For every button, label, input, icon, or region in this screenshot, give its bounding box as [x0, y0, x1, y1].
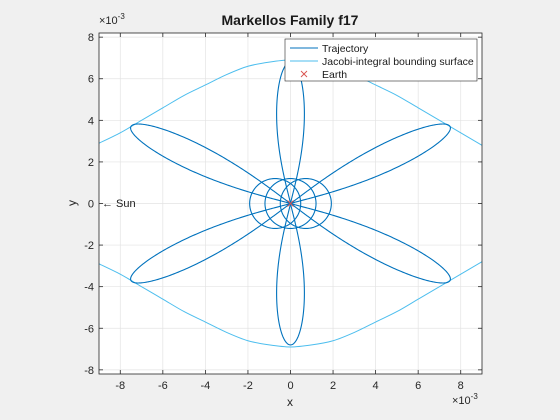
x-tick-label: -2: [243, 380, 253, 392]
y-exponent-base: ×10: [99, 15, 118, 27]
y-tick-label: 6: [88, 74, 94, 86]
x-tick-label: 4: [373, 380, 379, 392]
x-tick-label: 0: [287, 380, 293, 392]
earth-marker: [287, 200, 294, 207]
x-tick-label: 6: [415, 380, 421, 392]
chart-title: Markellos Family f17: [222, 12, 359, 28]
x-exponent-label: ×10-3: [452, 392, 478, 407]
x-tick-label: 8: [458, 380, 464, 392]
svg-text:×10-3: ×10-3: [452, 392, 478, 407]
y-tick-label: -2: [84, 240, 94, 252]
earth-marker-stroke: [287, 200, 294, 207]
legend-box: [284, 38, 478, 82]
legend-bounding-surface-label: Jacobi-integral bounding surface: [322, 56, 474, 68]
svg-text:×10-3: ×10-3: [99, 12, 125, 27]
x-axis-label: x: [287, 395, 293, 409]
x-axis-ticks: -8 -6 -4 -2 0 2 4 6 8: [115, 33, 464, 392]
x-tick-label: 2: [330, 380, 336, 392]
legend-trajectory-label: Trajectory: [322, 43, 369, 55]
y-tick-label: 0: [88, 199, 94, 211]
sun-annotation: ← Sun: [102, 198, 136, 210]
y-axis-label: y: [65, 200, 79, 206]
x-exponent-power: -3: [471, 392, 479, 401]
bounding-surface-lower-curve: [99, 261, 482, 348]
y-tick-label: 2: [88, 157, 94, 169]
y-exponent-label: ×10-3: [99, 12, 125, 27]
legend-earth-label: Earth: [322, 69, 347, 81]
y-tick-label: -4: [84, 282, 94, 294]
y-tick-label: 8: [88, 32, 94, 44]
x-tick-label: -6: [158, 380, 168, 392]
y-exponent-power: -3: [118, 12, 126, 21]
x-tick-label: -8: [115, 380, 125, 392]
y-axis-ticks: -8 -6 -4 -2 0 2 4 6 8: [84, 32, 482, 377]
y-tick-label: -6: [84, 323, 94, 335]
y-tick-label: 4: [88, 115, 94, 127]
legend-earth-swatch: [300, 70, 308, 78]
legend: Trajectory Jacobi-integral bounding surf…: [284, 38, 478, 82]
x-tick-label: -4: [200, 380, 210, 392]
x-exponent-base: ×10: [452, 395, 471, 407]
y-tick-label: -8: [84, 365, 94, 377]
